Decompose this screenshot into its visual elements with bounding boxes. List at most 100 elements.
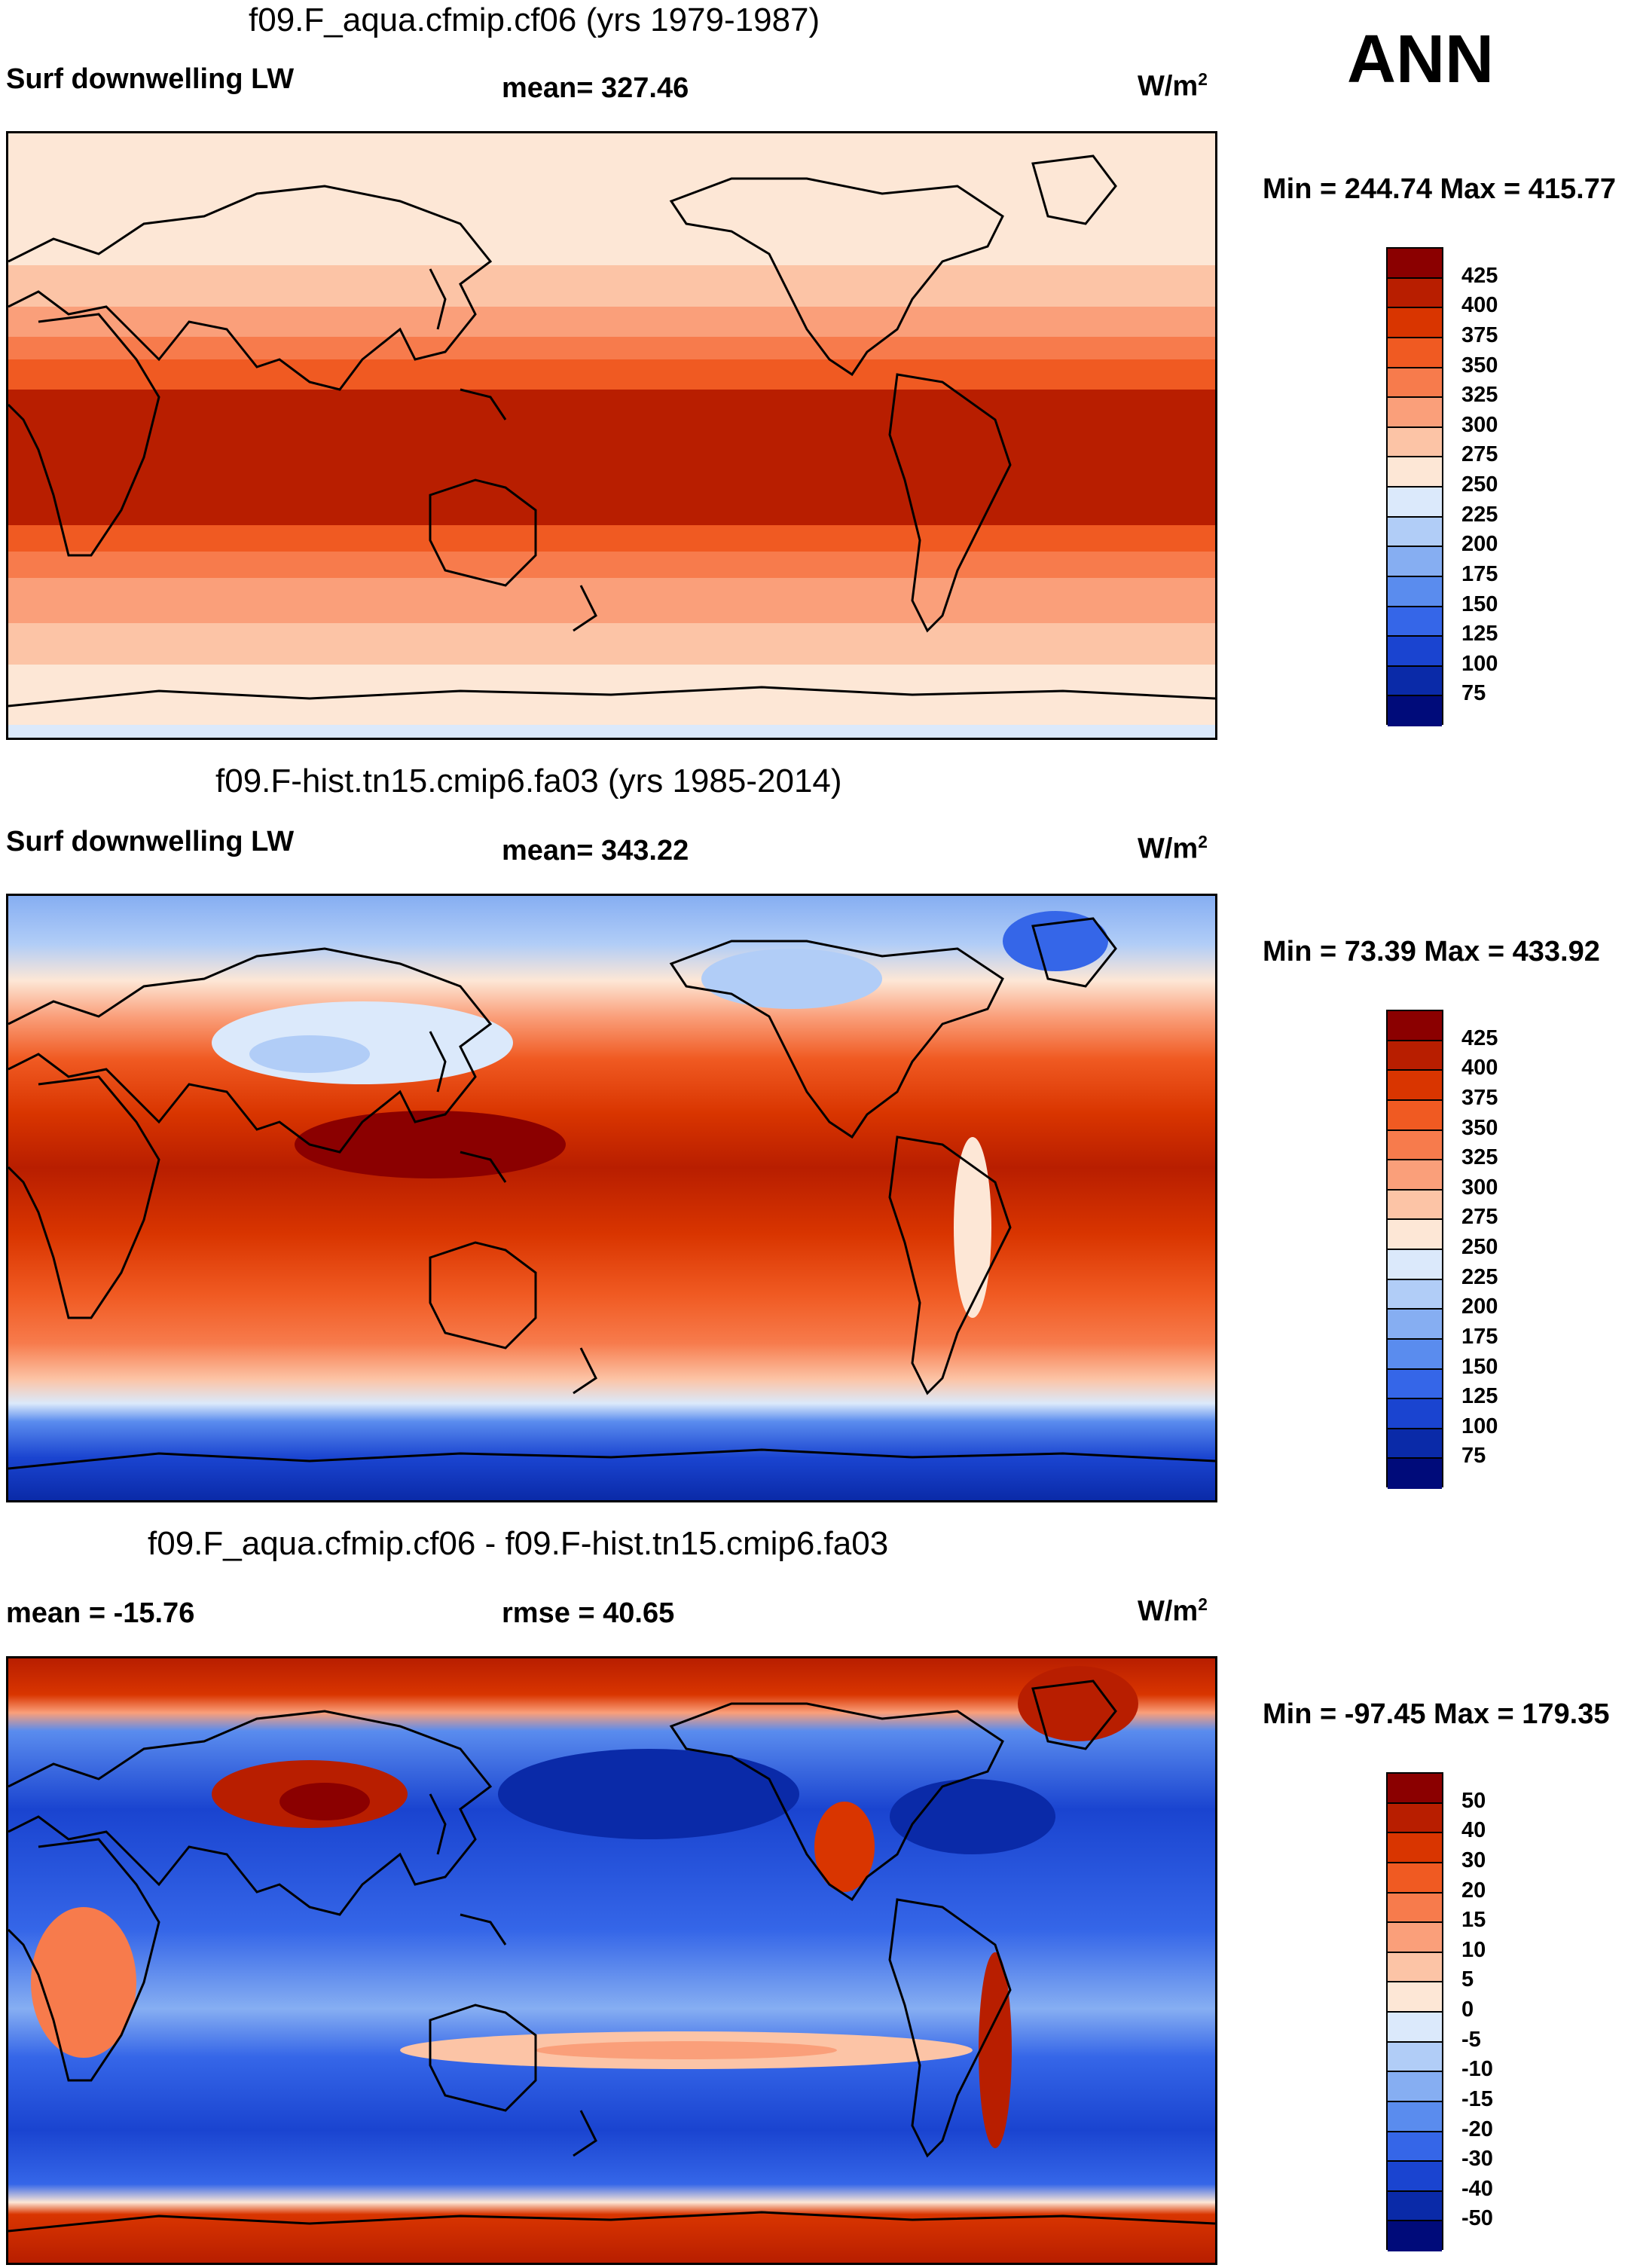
colorbar-tick-label: 20 (1461, 1878, 1486, 1903)
coastline (1031, 154, 1117, 225)
coastline (429, 2004, 537, 2112)
colorbar-swatch (1388, 1893, 1442, 1924)
colorbar-swatch (1388, 368, 1442, 399)
colorbar-swatch (1388, 2221, 1442, 2251)
colorbar-tick-label: -50 (1461, 2206, 1493, 2231)
panel1-map-svg (8, 133, 1215, 738)
colorbar-tick-label: 225 (1461, 502, 1498, 527)
colorbar-swatch (1388, 1952, 1442, 1983)
coastline (429, 268, 447, 330)
colorbar-tick-label: 350 (1461, 1115, 1498, 1140)
colorbar-swatch (1388, 1071, 1442, 1101)
colorbar-tick-label: 75 (1461, 1444, 1486, 1469)
panel3-rmse-label: rmse = 40.65 (502, 1597, 675, 1629)
panel3-mean-label: mean = -15.76 (6, 1597, 195, 1629)
colorbar-swatch (1388, 2013, 1442, 2043)
colorbar-tick-label: 30 (1461, 1848, 1486, 1872)
coastline (573, 1347, 597, 1395)
colorbar-swatch (1388, 1833, 1442, 1863)
colorbar-swatch (1388, 457, 1442, 488)
coastline (888, 1898, 1012, 2158)
colorbar-tick-label: 425 (1461, 1025, 1498, 1050)
coastline (8, 1838, 160, 2082)
colorbar-swatch (1388, 488, 1442, 518)
colorbar-swatch (1388, 1429, 1442, 1460)
coastline (8, 1710, 493, 1916)
colorbar-swatch (1388, 1863, 1442, 1894)
colorbar-swatch (1388, 2191, 1442, 2222)
colorbar-swatch (1388, 1279, 1442, 1310)
colorbar-tick-label: 100 (1461, 651, 1498, 676)
colorbar-tick-label: 300 (1461, 1175, 1498, 1200)
coastline (888, 373, 1012, 633)
coastline (8, 313, 160, 557)
coastline (8, 185, 493, 391)
colorbar-tick-label: 375 (1461, 322, 1498, 347)
colorbar-swatch (1388, 308, 1442, 338)
colorbar-swatch (1388, 1041, 1442, 1071)
colorbar-tick-label: 5 (1461, 1967, 1474, 1992)
colorbar-tick-label: 50 (1461, 1788, 1486, 1813)
colorbar-tick-label: -40 (1461, 2176, 1493, 2201)
colorbar-swatch (1388, 338, 1442, 368)
colorbar-tick-label: 100 (1461, 1414, 1498, 1438)
coastline (8, 2211, 1215, 2233)
colorbar-swatch (1388, 547, 1442, 577)
colorbar-swatch (1388, 398, 1442, 428)
panel1-minmax: Min = 244.74 Max = 415.77 (1263, 173, 1616, 205)
season-label: ANN (1347, 22, 1494, 97)
colorbar-swatch (1388, 1459, 1442, 1489)
colorbar-swatch (1388, 2042, 1442, 2073)
colorbar-tick-label: 275 (1461, 1205, 1498, 1230)
colorbar-tick-label: 425 (1461, 263, 1498, 288)
colorbar-tick-label: 175 (1461, 1324, 1498, 1349)
colorbar-swatch (1388, 2101, 1442, 2132)
colorbar-swatch (1388, 278, 1442, 309)
coastline (460, 1913, 507, 1946)
panel2-mean-label: mean= 343.22 (502, 835, 689, 867)
panel3-colorbar (1386, 1772, 1443, 2251)
colorbar-swatch (1388, 1399, 1442, 1429)
panel2-minmax: Min = 73.39 Max = 433.92 (1263, 936, 1600, 967)
coastline (429, 1793, 447, 1855)
panel1-variable-label: Surf downwelling LW (6, 63, 295, 95)
colorbar-swatch (1388, 666, 1442, 697)
colorbar-tick-label: -5 (1461, 2027, 1481, 2052)
colorbar-tick-label: 200 (1461, 1294, 1498, 1319)
coastline (8, 947, 493, 1154)
colorbar-tick-label: 150 (1461, 1354, 1498, 1379)
coastline (429, 1031, 447, 1093)
coastline (669, 177, 1004, 377)
coastline (460, 388, 507, 420)
colorbar-swatch (1388, 576, 1442, 607)
panel3-map (6, 1656, 1217, 2265)
panel3-units: W/m2 (1138, 1594, 1208, 1628)
panel2-map-svg (8, 896, 1215, 1500)
colorbar-tick-label: 200 (1461, 532, 1498, 557)
colorbar-swatch (1388, 1369, 1442, 1400)
colorbar-swatch (1388, 427, 1442, 458)
colorbar-swatch (1388, 1923, 1442, 1953)
panel3-map-svg (8, 1658, 1215, 2263)
colorbar-tick-label: 0 (1461, 1997, 1474, 2022)
colorbar-swatch (1388, 1982, 1442, 2013)
colorbar-tick-label: -30 (1461, 2147, 1493, 2172)
colorbar-tick-label: 275 (1461, 442, 1498, 467)
colorbar-swatch (1388, 249, 1442, 279)
colorbar-swatch (1388, 2132, 1442, 2163)
panel2-map (6, 894, 1217, 1502)
colorbar-tick-label: 350 (1461, 353, 1498, 377)
colorbar-swatch (1388, 1100, 1442, 1131)
panel3-title: f09.F_aqua.cfmip.cf06 - f09.F-hist.tn15.… (148, 1525, 889, 1562)
colorbar-tick-label: 325 (1461, 383, 1498, 408)
panel3-minmax: Min = -97.45 Max = 179.35 (1263, 1698, 1610, 1730)
colorbar-tick-label: 150 (1461, 591, 1498, 616)
colorbar-swatch (1388, 1190, 1442, 1221)
colorbar-tick-label: 225 (1461, 1264, 1498, 1289)
coastline (460, 1151, 507, 1183)
panel2-variable-label: Surf downwelling LW (6, 826, 295, 857)
panel1-mean-label: mean= 327.46 (502, 72, 689, 104)
coastline (429, 1241, 537, 1349)
panel2-title: f09.F-hist.tn15.cmip6.fa03 (yrs 1985-201… (215, 763, 842, 799)
colorbar-tick-label: 75 (1461, 681, 1486, 706)
